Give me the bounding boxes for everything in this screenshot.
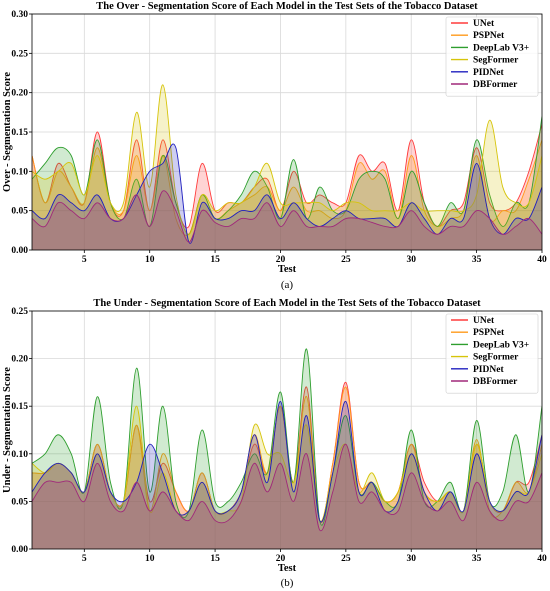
series-group [32, 84, 542, 250]
area-segformer [32, 84, 542, 250]
line-pidnet [32, 143, 542, 244]
legend-label-unet: UNet [473, 19, 495, 29]
chart-panel-a: 5 10 15 20 25 30 35 40 0.00 0.05 0.10 0.15 0.20 0.25 0… [2, 1, 547, 291]
x-tick-label: 5 [82, 255, 87, 265]
y-axis-label: Under - Segmentation Score [2, 367, 13, 493]
y-tick-label: 0.25 [11, 307, 28, 317]
legend-label-pidnet: PIDNet [473, 68, 504, 78]
x-tick-label: 15 [210, 255, 220, 265]
legend-box [445, 313, 539, 394]
line-segformer [32, 84, 542, 235]
x-tick-label: 25 [341, 255, 351, 265]
y-tick-label: 0.15 [11, 402, 28, 412]
line-dbformer [32, 190, 542, 243]
y-axis-label: Over - Segmentation Score [2, 72, 13, 192]
plot-frame [31, 310, 543, 550]
x-tick-label: 30 [406, 554, 416, 564]
line-dbformer [32, 443, 542, 532]
legend-label-pspnet: PSPNet [473, 31, 505, 41]
legend-label-deeplab-v3: DeepLab V3+ [473, 340, 529, 350]
area-dbformer [32, 444, 542, 549]
area-deeplab-v3 [32, 116, 542, 250]
x-tick-label: 30 [406, 255, 416, 265]
y-tick-label: 0.15 [11, 128, 28, 138]
legend: UNet PSPNet DeepLab V3+ SegFormer PIDNet DBFo… [445, 313, 539, 394]
legend-label-unet: UNet [473, 316, 495, 326]
legend-label-pidnet: PIDNet [473, 365, 504, 375]
legend: UNet PSPNet DeepLab V3+ SegFormer PIDNet DBFo… [445, 16, 539, 97]
area-unet [32, 382, 542, 549]
y-tick-label: 0.00 [11, 545, 28, 555]
area-unet [32, 124, 542, 250]
area-pspnet [32, 387, 542, 549]
legend-label-deeplab-v3: DeepLab V3+ [473, 43, 529, 53]
y-tick-label: 0.25 [11, 49, 28, 59]
x-tick-label: 20 [276, 554, 286, 564]
y-tick-label: 0.05 [11, 207, 28, 217]
y-tick-label: 0.20 [11, 355, 28, 365]
legend-label-segformer: SegFormer [473, 353, 519, 363]
x-tick-label: 5 [82, 554, 87, 564]
line-pspnet [32, 139, 542, 236]
area-dbformer [32, 190, 542, 250]
line-pidnet [32, 400, 542, 523]
line-deeplab-v3 [32, 116, 542, 235]
x-tick-label: 35 [472, 554, 482, 564]
legend-box [445, 16, 539, 97]
x-tick-label: 40 [537, 554, 547, 564]
series-group [32, 348, 542, 549]
chart-title: The Over - Segmentation Score of Each Mo… [96, 1, 478, 12]
panel-caption: (b) [281, 577, 294, 589]
area-pidnet [32, 401, 542, 549]
panel-caption: (a) [281, 279, 294, 291]
y-tick-label: 0.30 [11, 10, 28, 20]
legend-label-dbformer: DBFormer [473, 377, 518, 387]
x-tick-label: 10 [145, 255, 155, 265]
x-axis-label: Test [278, 563, 297, 574]
x-tick-label: 15 [210, 554, 220, 564]
legend-label-segformer: SegFormer [473, 56, 519, 66]
y-tick-label: 0.10 [11, 167, 28, 177]
y-tick-label: 0.05 [11, 497, 28, 507]
chart-panel-b: 5 10 15 20 25 30 35 40 0.00 0.05 0.10 0.15 0.20 0.25 T… [2, 298, 547, 589]
line-unet [32, 124, 542, 229]
y-tick-label: 0.10 [11, 450, 28, 460]
area-segformer [32, 406, 542, 549]
x-axis-label: Test [278, 264, 297, 275]
y-tick-label: 0.00 [11, 246, 28, 256]
x-tick-label: 25 [341, 554, 351, 564]
x-tick-label: 40 [537, 255, 547, 265]
y-tick-label: 0.20 [11, 89, 28, 99]
legend-label-dbformer: DBFormer [473, 80, 518, 90]
legend-label-pspnet: PSPNet [473, 328, 505, 338]
chart-title: The Under - Segmentation Score of Each M… [93, 298, 481, 309]
area-pidnet [32, 143, 542, 250]
x-tick-label: 10 [145, 554, 155, 564]
x-tick-label: 35 [472, 255, 482, 265]
x-tick-label: 20 [276, 255, 286, 265]
